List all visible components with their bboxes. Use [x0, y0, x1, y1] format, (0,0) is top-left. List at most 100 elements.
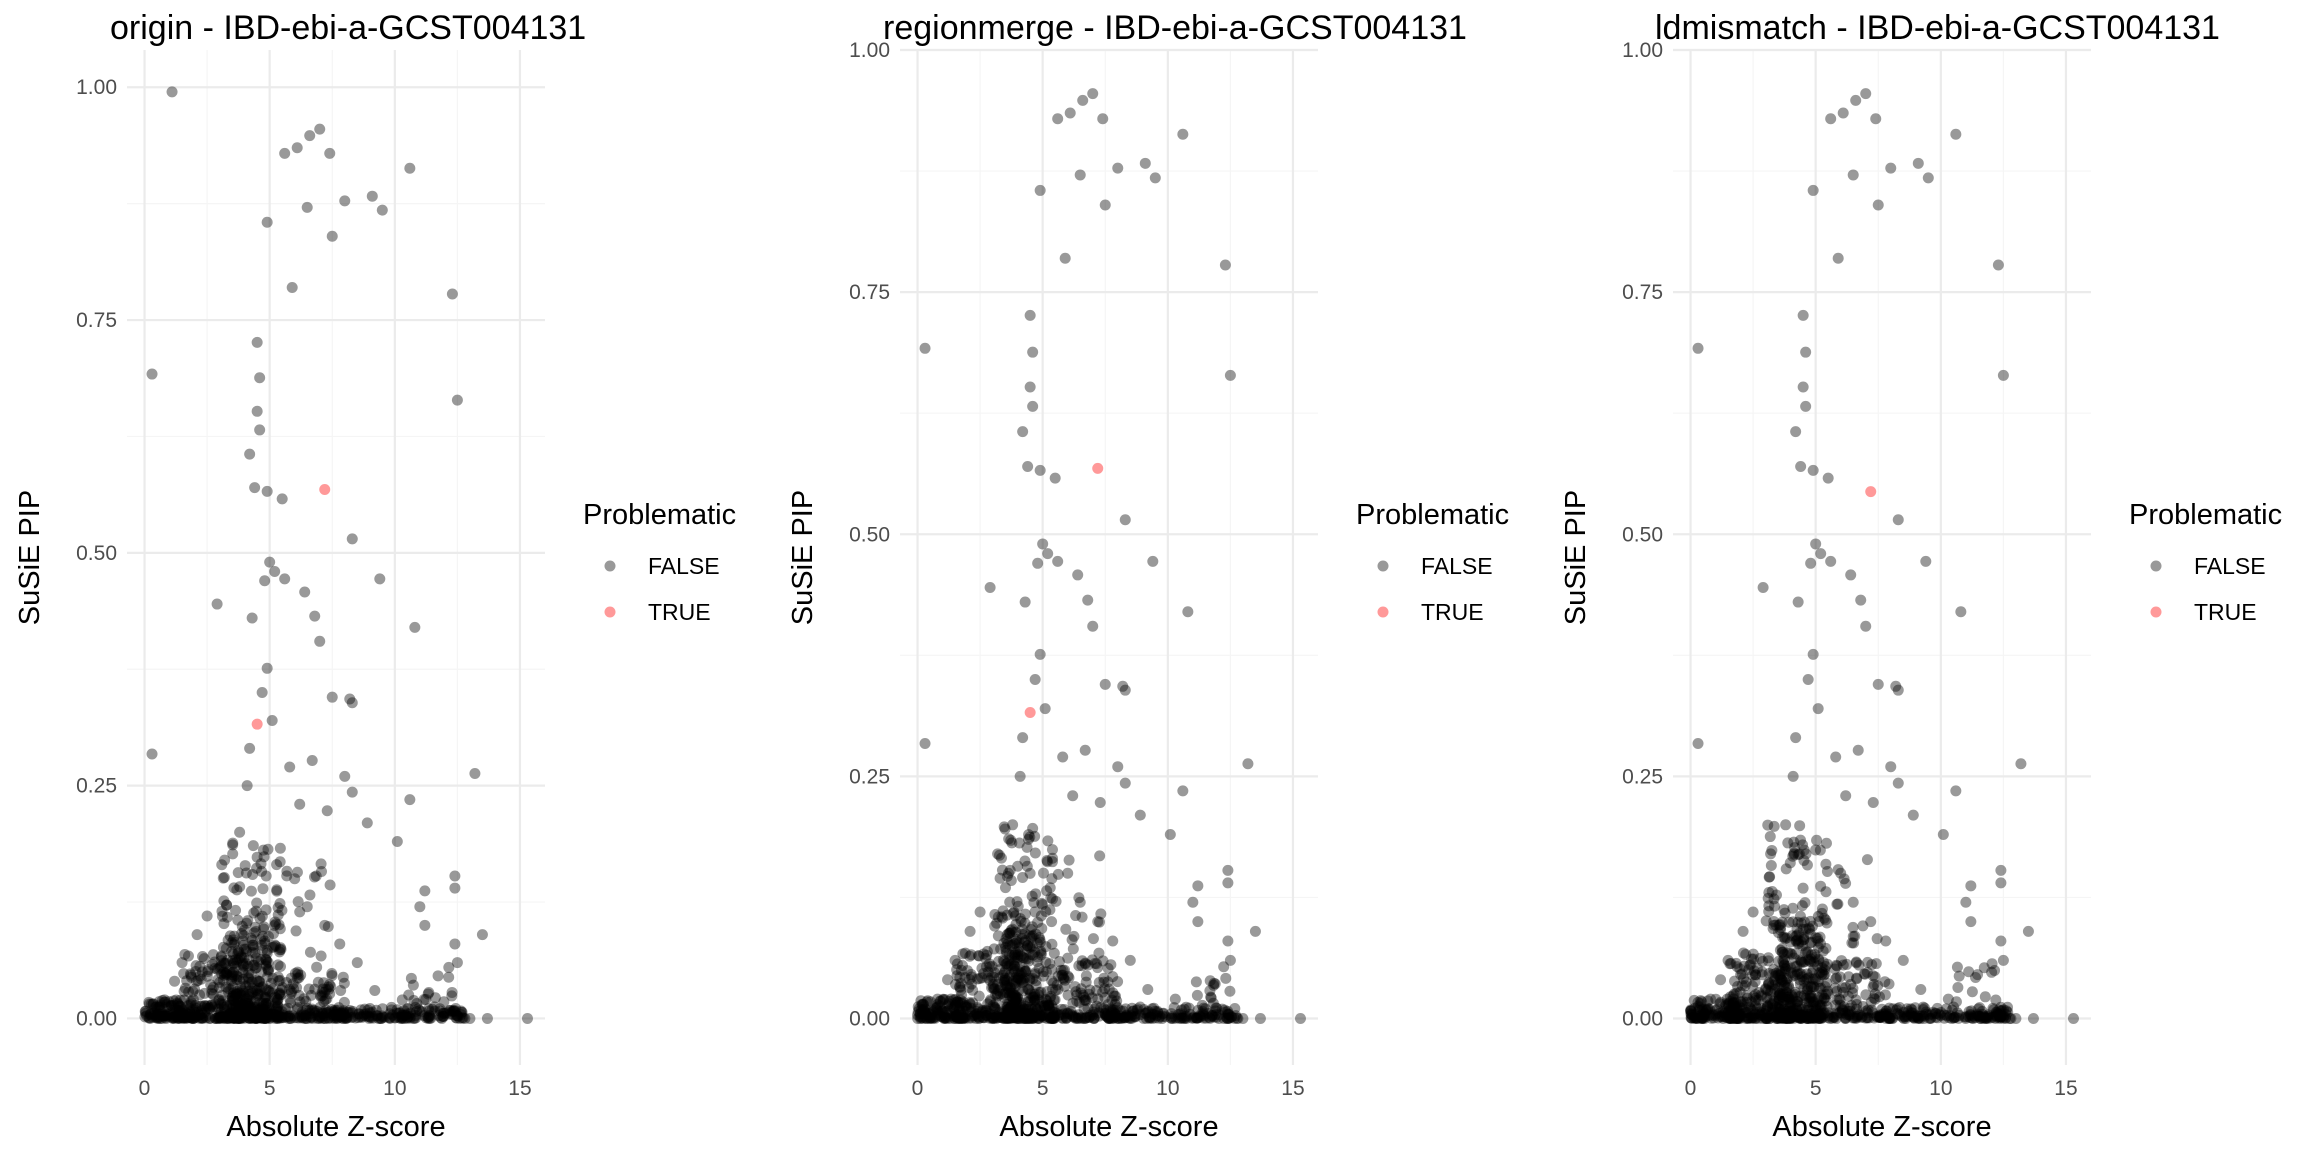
data-point [1028, 994, 1040, 1006]
data-point [365, 1012, 377, 1024]
data-point [178, 985, 190, 997]
data-point-false [1067, 790, 1079, 802]
data-point [272, 1012, 284, 1024]
data-point [394, 1012, 406, 1024]
data-point-false [1199, 1003, 1211, 1015]
data-point [1046, 873, 1058, 885]
data-point [233, 1011, 245, 1023]
data-point [1746, 953, 1758, 965]
data-point [953, 1012, 965, 1024]
data-point [1004, 1003, 1016, 1015]
data-point [255, 954, 267, 966]
data-point [995, 852, 1007, 864]
data-point-false [314, 635, 326, 647]
data-point-false [1912, 157, 1924, 169]
data-point-false [1840, 790, 1852, 802]
data-point [1004, 864, 1016, 876]
data-point [196, 1007, 208, 1019]
data-point [227, 966, 239, 978]
data-point-false [1149, 172, 1161, 184]
data-point-false [241, 780, 253, 792]
data-point [250, 985, 262, 997]
data-point [1003, 959, 1015, 971]
data-point [186, 1011, 198, 1023]
data-point [247, 941, 259, 953]
data-point-false [1079, 744, 1091, 756]
data-point [318, 1010, 330, 1022]
data-point [1078, 1003, 1090, 1015]
data-point-false [289, 873, 301, 885]
data-point-false [1024, 381, 1036, 393]
data-point-false [1765, 848, 1777, 860]
data-point [282, 1010, 294, 1022]
data-point [997, 912, 1009, 924]
data-point [317, 1007, 329, 1019]
data-point [212, 1012, 224, 1024]
data-point [238, 1012, 250, 1024]
data-point-false [1790, 426, 1802, 438]
data-point [1080, 970, 1092, 982]
data-point [1011, 1008, 1023, 1020]
data-point [956, 998, 968, 1010]
data-point [231, 1005, 243, 1017]
data-point [145, 998, 157, 1010]
data-point [238, 960, 250, 972]
data-point-false [309, 610, 321, 622]
data-point [196, 1012, 208, 1024]
legend-key-false [1377, 560, 1389, 572]
data-point [217, 941, 229, 953]
data-point [245, 932, 257, 944]
data-point-false [1222, 864, 1234, 876]
data-point-false [166, 86, 178, 98]
data-point [965, 969, 977, 981]
data-point [247, 946, 259, 958]
data-point [1763, 900, 1775, 912]
data-point [187, 1009, 199, 1021]
data-point [336, 1010, 348, 1022]
data-point [1775, 965, 1787, 977]
data-point [396, 1012, 408, 1024]
data-point [1035, 949, 1047, 961]
data-point [304, 889, 316, 901]
data-point [355, 1004, 367, 1016]
data-point [288, 1012, 300, 1024]
data-point [179, 1009, 191, 1021]
data-point [357, 1010, 369, 1022]
data-point [262, 971, 274, 983]
data-point [330, 1008, 342, 1020]
data-point [182, 1000, 194, 1012]
data-point [240, 867, 252, 879]
data-point [291, 972, 303, 984]
y-tick-label: 0.00 [1622, 1008, 1663, 1031]
data-point [274, 944, 286, 956]
data-point [1810, 1004, 1822, 1016]
data-point [229, 990, 241, 1002]
data-point [232, 945, 244, 957]
data-point [292, 1003, 304, 1015]
data-point [275, 989, 287, 1001]
data-point [235, 1011, 247, 1023]
data-point [246, 1012, 258, 1024]
data-point-false [1737, 925, 1749, 937]
data-point [225, 1003, 237, 1015]
data-point [1011, 1006, 1023, 1018]
data-point [973, 1012, 985, 1024]
data-point [202, 1000, 214, 1012]
data-point [188, 1006, 200, 1018]
data-point [155, 1004, 167, 1016]
data-point [232, 996, 244, 1008]
data-point [153, 1011, 165, 1023]
data-point [168, 1006, 180, 1018]
data-point [976, 962, 988, 974]
data-point-false [1747, 906, 1759, 918]
data-point [241, 994, 253, 1006]
data-point [1685, 1009, 1697, 1021]
data-point [163, 996, 175, 1008]
data-point [312, 1012, 324, 1024]
data-point [313, 1012, 325, 1024]
y-axis-label: SuSiE PIP [1560, 490, 1592, 625]
data-point-false [1019, 596, 1031, 608]
data-point [1019, 972, 1031, 984]
data-point-false [301, 901, 313, 913]
data-point [982, 998, 994, 1010]
